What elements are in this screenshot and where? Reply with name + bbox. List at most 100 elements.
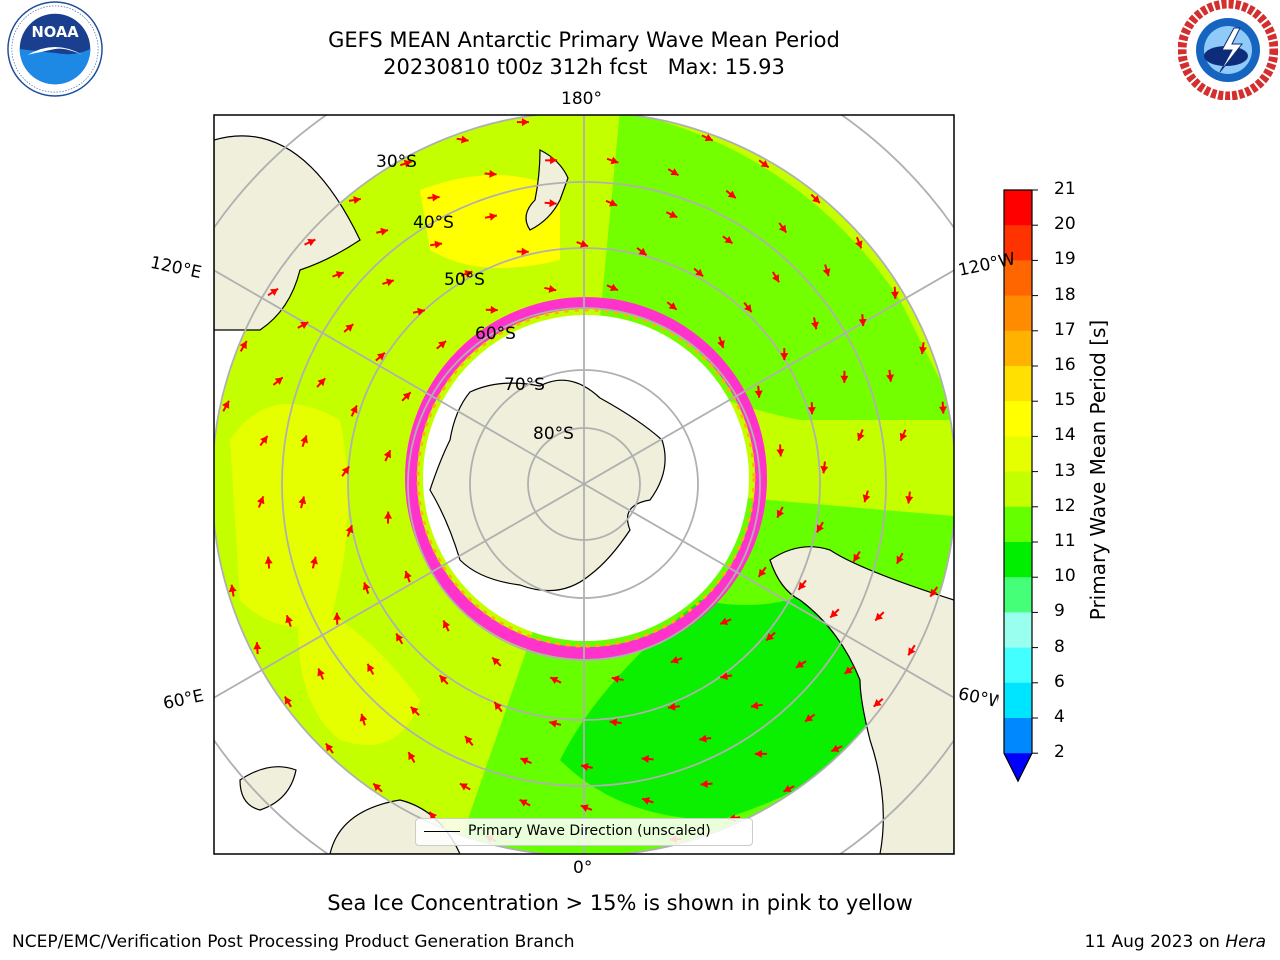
wave-arrow-head [720, 617, 729, 625]
wave-arrow-head [362, 582, 371, 591]
colorbar-tick-label: 10 [1054, 566, 1076, 587]
wave-arrow-head [831, 744, 840, 752]
wave-arrow-head [253, 642, 262, 650]
wave-arrow-head [830, 609, 839, 618]
lon-label-0: 0° [573, 858, 593, 878]
wave-arrow-head [256, 496, 265, 505]
wave-arrow-head [489, 169, 497, 178]
wave-arrow-head [778, 224, 787, 233]
wave-arrow-head [345, 525, 354, 534]
wave-arrow-head [669, 210, 678, 218]
wave-arrow-head [359, 713, 368, 722]
wave-arrow-head [376, 352, 385, 361]
wave-arrow-head [783, 784, 792, 792]
wave-arrow-head [857, 432, 865, 441]
wave-arrow-head [610, 156, 619, 165]
wave-arrow-head [367, 663, 375, 672]
wave-arrow-head [840, 375, 849, 383]
colorbar-band [1004, 682, 1032, 719]
colorbar-tick-label: 17 [1054, 319, 1076, 340]
wave-arrow-head [341, 466, 350, 475]
colorbar-tick-label: 21 [1054, 179, 1076, 199]
wave-arrow-head [549, 199, 557, 208]
wave-arrow-head [285, 615, 293, 624]
wave-arrow-head [609, 283, 618, 292]
wave-arrow-head [307, 238, 316, 247]
wave-arrow-head [905, 496, 914, 504]
wave-arrow-head [429, 811, 438, 820]
wave-arrow-head [854, 240, 863, 249]
colorbar-band [1004, 260, 1032, 297]
wave-arrow-head [668, 302, 677, 310]
colorbar-band [1004, 190, 1032, 226]
wave-arrow-head [580, 762, 589, 771]
wave-arrow-head [264, 556, 273, 564]
colorbar-band [1004, 718, 1032, 754]
sea-ice-note: Sea Ice Concentration > 15% is shown in … [0, 891, 1280, 915]
legend-label: Primary Wave Direction (unscaled) [468, 823, 711, 839]
wave-arrow-head [811, 321, 819, 330]
wave-arrow-head [310, 556, 318, 565]
wave-arrow-head [228, 584, 237, 593]
wave-arrow-head [670, 168, 679, 176]
colorbar-extension [1004, 753, 1032, 782]
wave-arrow-head [853, 553, 861, 562]
wave-arrow-head [490, 305, 498, 314]
wave-arrow-head [274, 377, 283, 385]
wave-arrow-head [222, 400, 230, 409]
wave-arrow-head [822, 268, 831, 277]
legend-line-swatch [424, 831, 460, 832]
wave-arrow-head [492, 657, 500, 666]
wave-arrow-head [805, 714, 814, 722]
wave-arrow-head [403, 159, 412, 168]
wave-arrow-head [638, 247, 647, 256]
colorbar-tick-label: 9 [1054, 601, 1065, 622]
colorbar-band [1004, 612, 1032, 649]
lat-label-60s: 60°S [475, 324, 516, 344]
wave-arrow-head [459, 783, 468, 791]
madagascar [239, 766, 297, 811]
wave-arrow-head [270, 288, 279, 296]
wave-arrow-head [798, 581, 807, 590]
wave-arrow-head [408, 752, 416, 761]
wave-arrow-head [609, 199, 618, 207]
wave-arrow-head [549, 719, 558, 728]
wave-arrow-head [642, 797, 651, 805]
wave-arrow-head [579, 240, 588, 248]
wave-arrow-head [300, 322, 309, 329]
wave-arrow-head [776, 449, 785, 457]
wave-field-atlantic-core [560, 560, 900, 820]
wave-arrow-head [886, 374, 894, 382]
wave-arrow-head [858, 318, 867, 327]
colorbar [1003, 189, 1038, 783]
wave-arrow-head [465, 736, 473, 745]
colorbar-outline [1003, 189, 1033, 783]
wave-arrow-head [417, 307, 425, 316]
wave-arrow-head [766, 632, 775, 641]
colorbar-band [1004, 436, 1032, 473]
wave-arrow-head [434, 240, 443, 249]
colorbar-tick-label: 2 [1054, 742, 1065, 763]
wave-arrow-head [333, 612, 342, 620]
colorbar-tick-label: 15 [1054, 390, 1076, 411]
wave-arrow-head [300, 435, 308, 444]
wave-arrow-head [298, 496, 307, 505]
colorbar-tick-label: 19 [1054, 249, 1076, 270]
lat-label-80s: 80°S [533, 424, 574, 444]
wave-field-pacific [584, 115, 954, 484]
wave-arrow-head [899, 432, 908, 441]
wave-arrow-head [727, 190, 736, 199]
colorbar-band [1004, 295, 1032, 332]
svg-text:NOAA: NOAA [31, 24, 79, 41]
wave-arrow-head [750, 701, 759, 710]
wave-arrow-head [438, 341, 447, 349]
wave-arrow-head [350, 405, 358, 414]
colorbar-band [1004, 471, 1032, 508]
colorbar-band [1004, 330, 1032, 367]
lat-label-50s: 50°S [444, 270, 485, 290]
colorbar-band [1004, 647, 1032, 684]
colorbar-tick-label: 8 [1054, 636, 1065, 657]
sea-ice-note-text: Sea Ice Concentration > 15% is shown in … [327, 891, 913, 915]
south-america [769, 546, 954, 854]
